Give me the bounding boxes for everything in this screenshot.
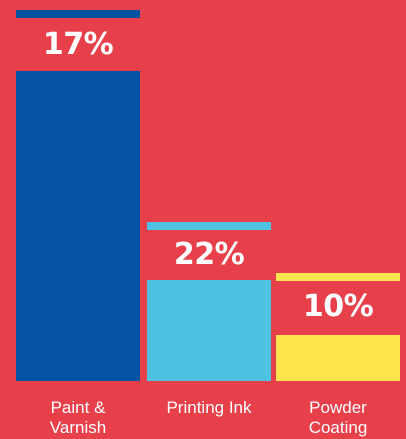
bar-printing-ink [147,280,271,381]
value-label-paint-varnish: 17% [42,27,114,62]
value-label-printing-ink: 22% [173,237,245,272]
bar-paint-varnish [16,71,140,381]
category-label-printing-ink: Printing Ink [166,398,252,417]
category-label-powder-coating: Powder Coating [308,398,368,437]
category-label-paint-varnish: Paint & Varnish [49,398,107,437]
value-label-powder-coating: 10% [302,289,374,324]
bar-cap-paint-varnish [16,10,140,18]
bar-cap-printing-ink [147,222,271,230]
bar-cap-powder-coating [276,273,400,281]
bar-powder-coating [276,335,400,381]
